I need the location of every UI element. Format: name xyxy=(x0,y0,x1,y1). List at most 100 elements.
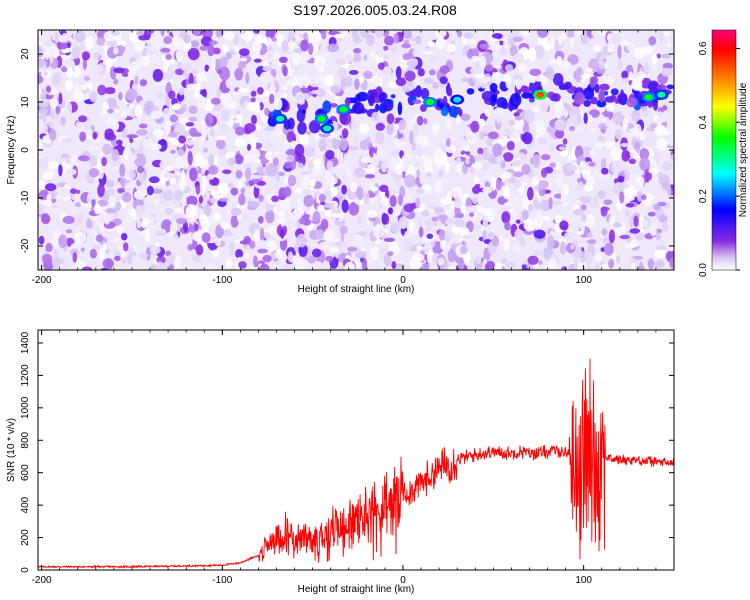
spectrogram-cell xyxy=(61,32,68,43)
spectrogram-cell xyxy=(55,194,61,200)
spectrogram-cell xyxy=(97,199,109,207)
spectrogram-cell xyxy=(48,117,61,130)
spectrogram-cell xyxy=(208,165,219,175)
spectrogram-cell xyxy=(230,187,239,196)
spectrogram-cell xyxy=(138,169,146,184)
spectrogram-cell xyxy=(174,189,183,201)
spectrogram-cell xyxy=(71,47,80,60)
spectrogram-cell xyxy=(41,213,51,225)
spectrogram-cell xyxy=(389,195,397,208)
spectrogram-cell xyxy=(308,43,314,55)
spectrogram-cell xyxy=(301,188,312,195)
spectrogram-cell xyxy=(383,213,390,225)
spectrogram-cell xyxy=(424,217,433,228)
spectrogram-cell xyxy=(655,245,667,251)
spectrogram-cell xyxy=(253,255,258,268)
spectrogram-cell xyxy=(553,178,562,184)
spectrogram-cell xyxy=(256,124,262,130)
spectrogram-cell xyxy=(626,97,638,108)
hotspot-core xyxy=(453,96,462,103)
spectrogram-cell xyxy=(198,195,204,204)
spectrogram-cell xyxy=(521,30,531,37)
spectrogram-cell xyxy=(280,198,291,211)
spectrogram-cell xyxy=(655,232,661,241)
spectrogram-cell xyxy=(555,129,565,139)
spectrogram-cell xyxy=(562,138,568,145)
spectrogram-cell xyxy=(629,228,641,234)
spectrogram-cell xyxy=(501,101,509,110)
spectrogram-cell xyxy=(440,239,446,250)
spectrogram-cell xyxy=(179,161,187,168)
spectrogram-cell xyxy=(251,114,257,125)
spectrogram-cell xyxy=(495,111,502,125)
spectrogram-ytick-label: -10 xyxy=(20,190,31,205)
spectrogram-cell xyxy=(417,216,423,229)
spectrogram-cell xyxy=(148,176,160,184)
spectrogram-cell xyxy=(107,108,114,114)
spectrogram-cell xyxy=(514,228,523,241)
spectrogram-cell xyxy=(560,61,572,71)
spectrogram-cell xyxy=(136,218,142,229)
spectrogram-cell xyxy=(296,198,304,210)
spectrogram-cell xyxy=(209,40,218,46)
colorbar-label: Normalized spectral amplitude xyxy=(738,82,749,217)
spectrogram-cell xyxy=(269,133,281,146)
spectrogram-cell xyxy=(509,208,515,214)
spectrogram-cell xyxy=(481,124,494,135)
spectrogram-cell xyxy=(423,168,435,173)
spectrogram-cell xyxy=(304,62,311,75)
spectrogram-cell xyxy=(156,229,164,237)
spectrogram-cell xyxy=(47,160,59,170)
spectrogram-cell xyxy=(418,226,424,238)
spectrogram-cell xyxy=(71,208,78,215)
spectrogram-cell xyxy=(570,114,583,126)
spectrogram-cell xyxy=(144,228,151,243)
spectrogram-cell xyxy=(291,209,303,220)
spectrogram-cell xyxy=(585,68,593,72)
spectrogram-cell xyxy=(38,118,44,131)
spectrogram-cell xyxy=(528,203,533,212)
spectrogram-cell xyxy=(604,120,612,128)
spectrogram-cell xyxy=(580,219,585,234)
hotspot-core xyxy=(317,115,326,122)
spectrogram-cell xyxy=(471,55,480,62)
spectrogram-cell xyxy=(111,148,120,162)
spectrogram-cell xyxy=(316,48,323,56)
spectrogram-cell xyxy=(287,65,294,77)
spectrogram-cell xyxy=(65,229,73,234)
spectrogram-cell xyxy=(420,88,430,100)
spectrogram-cell xyxy=(416,169,421,178)
spectrogram-cell xyxy=(494,107,504,116)
spectrogram-cell xyxy=(423,118,428,125)
spectrogram-cell xyxy=(287,251,293,262)
spectrogram-cell xyxy=(250,90,257,97)
spectrogram-cell xyxy=(529,68,542,77)
spectrogram-cell xyxy=(580,30,588,44)
snr-series xyxy=(38,358,674,569)
figure-title: S197.2026.005.03.24.R08 xyxy=(293,2,457,18)
spectrogram-cell xyxy=(661,161,673,171)
spectrogram-cell xyxy=(616,254,621,264)
spectrogram-cell xyxy=(234,153,244,165)
spectrogram-cell xyxy=(133,38,144,53)
spectrogram-cell xyxy=(437,257,445,266)
spectrogram-cell xyxy=(168,242,175,249)
spectrogram-cell xyxy=(341,199,349,213)
spectrogram-cell xyxy=(512,74,522,80)
spectrogram-cell xyxy=(359,76,365,84)
spectrogram-cell xyxy=(352,53,362,62)
spectrogram-cell xyxy=(103,213,111,225)
spectrogram-cell xyxy=(133,54,138,59)
spectrogram-cell xyxy=(469,39,477,45)
spectrogram-cell xyxy=(548,197,553,210)
spectrogram-cell xyxy=(626,41,636,52)
spectrogram-cell xyxy=(639,148,650,160)
colorbar-gradient xyxy=(711,29,737,271)
spectrogram-cell xyxy=(95,234,104,243)
spectrogram-cell xyxy=(415,197,421,209)
spectrogram-cell xyxy=(447,249,456,263)
spectrogram-cell xyxy=(594,253,603,263)
spectrogram-cell xyxy=(645,172,653,181)
spectrogram-cell xyxy=(466,88,475,95)
spectrogram-cell xyxy=(382,66,392,79)
